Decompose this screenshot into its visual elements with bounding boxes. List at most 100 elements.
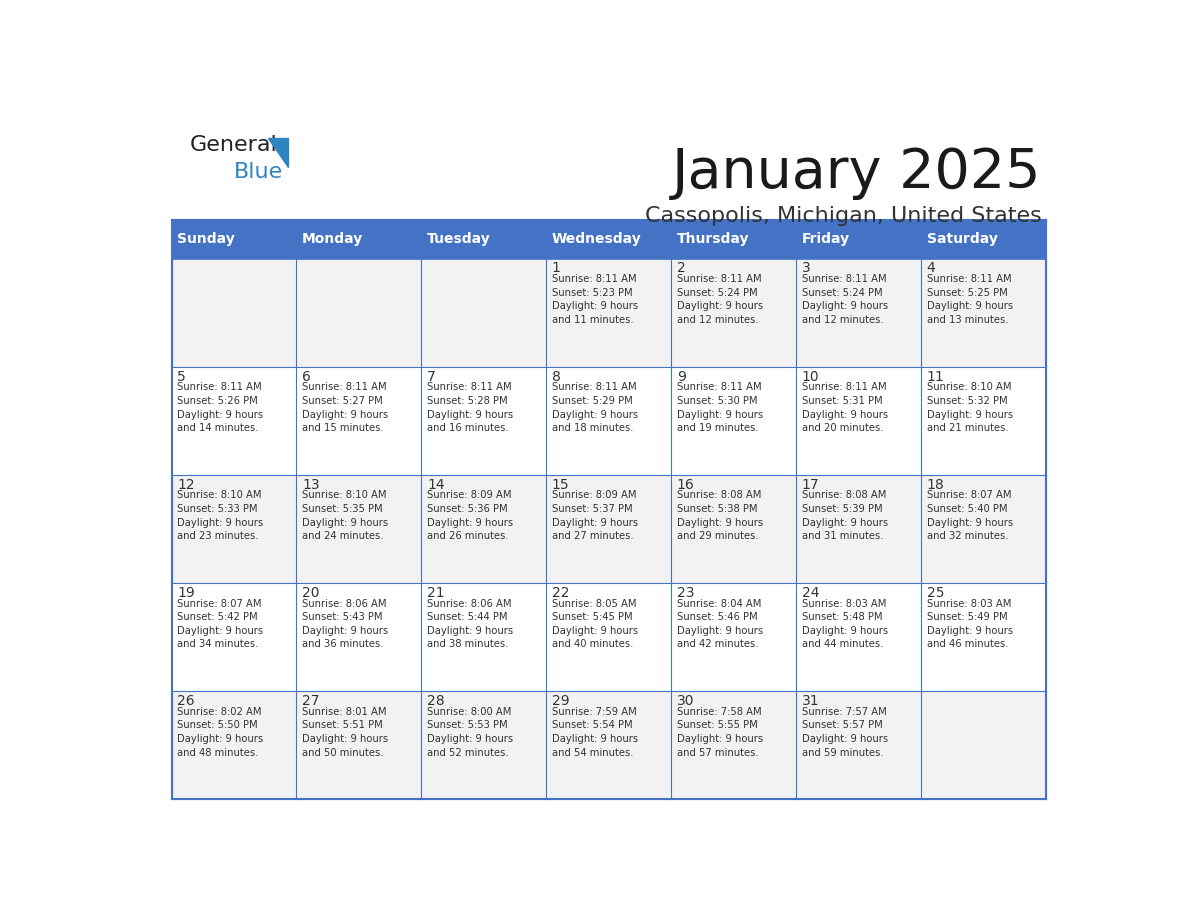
Text: Sunrise: 8:10 AM
Sunset: 5:33 PM
Daylight: 9 hours
and 23 minutes.: Sunrise: 8:10 AM Sunset: 5:33 PM Dayligh…: [177, 490, 264, 542]
Text: 1: 1: [552, 262, 561, 275]
Text: Sunrise: 8:05 AM
Sunset: 5:45 PM
Daylight: 9 hours
and 40 minutes.: Sunrise: 8:05 AM Sunset: 5:45 PM Dayligh…: [552, 599, 638, 649]
Text: Saturday: Saturday: [927, 232, 998, 246]
Text: 21: 21: [426, 586, 444, 599]
Text: Sunrise: 7:59 AM
Sunset: 5:54 PM
Daylight: 9 hours
and 54 minutes.: Sunrise: 7:59 AM Sunset: 5:54 PM Dayligh…: [552, 707, 638, 757]
Bar: [921, 475, 1047, 583]
Text: Tuesday: Tuesday: [426, 232, 491, 246]
Bar: [796, 583, 921, 691]
Text: 22: 22: [552, 586, 569, 599]
Text: 16: 16: [677, 477, 695, 492]
Text: 25: 25: [927, 586, 944, 599]
Bar: [671, 219, 796, 259]
Bar: [921, 691, 1047, 800]
Text: Sunrise: 8:06 AM
Sunset: 5:44 PM
Daylight: 9 hours
and 38 minutes.: Sunrise: 8:06 AM Sunset: 5:44 PM Dayligh…: [426, 599, 513, 649]
Bar: [921, 259, 1047, 367]
Text: Sunrise: 8:11 AM
Sunset: 5:29 PM
Daylight: 9 hours
and 18 minutes.: Sunrise: 8:11 AM Sunset: 5:29 PM Dayligh…: [552, 382, 638, 433]
Text: Sunrise: 8:11 AM
Sunset: 5:26 PM
Daylight: 9 hours
and 14 minutes.: Sunrise: 8:11 AM Sunset: 5:26 PM Dayligh…: [177, 382, 264, 433]
Text: Sunrise: 8:09 AM
Sunset: 5:36 PM
Daylight: 9 hours
and 26 minutes.: Sunrise: 8:09 AM Sunset: 5:36 PM Dayligh…: [426, 490, 513, 542]
Bar: [796, 259, 921, 367]
Bar: [546, 475, 671, 583]
Text: Friday: Friday: [802, 232, 849, 246]
Bar: [546, 691, 671, 800]
Text: 10: 10: [802, 370, 820, 384]
Text: 15: 15: [552, 477, 569, 492]
Text: Sunrise: 7:57 AM
Sunset: 5:57 PM
Daylight: 9 hours
and 59 minutes.: Sunrise: 7:57 AM Sunset: 5:57 PM Dayligh…: [802, 707, 887, 757]
Bar: [422, 475, 546, 583]
Text: Sunrise: 8:08 AM
Sunset: 5:38 PM
Daylight: 9 hours
and 29 minutes.: Sunrise: 8:08 AM Sunset: 5:38 PM Dayligh…: [677, 490, 763, 542]
Text: 13: 13: [302, 477, 320, 492]
Text: Sunrise: 8:07 AM
Sunset: 5:42 PM
Daylight: 9 hours
and 34 minutes.: Sunrise: 8:07 AM Sunset: 5:42 PM Dayligh…: [177, 599, 264, 649]
Bar: [422, 367, 546, 475]
Text: Sunrise: 8:11 AM
Sunset: 5:31 PM
Daylight: 9 hours
and 20 minutes.: Sunrise: 8:11 AM Sunset: 5:31 PM Dayligh…: [802, 382, 887, 433]
Text: Sunrise: 8:11 AM
Sunset: 5:23 PM
Daylight: 9 hours
and 11 minutes.: Sunrise: 8:11 AM Sunset: 5:23 PM Dayligh…: [552, 274, 638, 325]
Text: 17: 17: [802, 477, 820, 492]
Text: 18: 18: [927, 477, 944, 492]
Text: Sunrise: 8:11 AM
Sunset: 5:27 PM
Daylight: 9 hours
and 15 minutes.: Sunrise: 8:11 AM Sunset: 5:27 PM Dayligh…: [302, 382, 388, 433]
Bar: [546, 219, 671, 259]
Text: Sunrise: 8:01 AM
Sunset: 5:51 PM
Daylight: 9 hours
and 50 minutes.: Sunrise: 8:01 AM Sunset: 5:51 PM Dayligh…: [302, 707, 388, 757]
Text: Sunrise: 8:11 AM
Sunset: 5:24 PM
Daylight: 9 hours
and 12 minutes.: Sunrise: 8:11 AM Sunset: 5:24 PM Dayligh…: [802, 274, 887, 325]
Text: 12: 12: [177, 477, 195, 492]
Text: Sunrise: 8:06 AM
Sunset: 5:43 PM
Daylight: 9 hours
and 36 minutes.: Sunrise: 8:06 AM Sunset: 5:43 PM Dayligh…: [302, 599, 388, 649]
Bar: [171, 583, 297, 691]
Bar: [422, 691, 546, 800]
Text: Sunrise: 8:08 AM
Sunset: 5:39 PM
Daylight: 9 hours
and 31 minutes.: Sunrise: 8:08 AM Sunset: 5:39 PM Dayligh…: [802, 490, 887, 542]
Bar: [796, 475, 921, 583]
Text: Sunrise: 8:00 AM
Sunset: 5:53 PM
Daylight: 9 hours
and 52 minutes.: Sunrise: 8:00 AM Sunset: 5:53 PM Dayligh…: [426, 707, 513, 757]
Text: 5: 5: [177, 370, 185, 384]
Text: 2: 2: [677, 262, 685, 275]
Bar: [422, 259, 546, 367]
Bar: [546, 367, 671, 475]
Bar: [671, 583, 796, 691]
Text: 23: 23: [677, 586, 694, 599]
Bar: [671, 691, 796, 800]
Bar: [297, 691, 422, 800]
Text: Sunrise: 8:11 AM
Sunset: 5:24 PM
Daylight: 9 hours
and 12 minutes.: Sunrise: 8:11 AM Sunset: 5:24 PM Dayligh…: [677, 274, 763, 325]
Bar: [171, 691, 297, 800]
Text: General: General: [190, 135, 278, 155]
Bar: [171, 259, 297, 367]
Bar: [297, 219, 422, 259]
Text: Thursday: Thursday: [677, 232, 750, 246]
Text: 8: 8: [552, 370, 561, 384]
Bar: [671, 367, 796, 475]
Text: 4: 4: [927, 262, 935, 275]
Bar: [422, 583, 546, 691]
Text: 27: 27: [302, 694, 320, 708]
Text: Sunday: Sunday: [177, 232, 235, 246]
Bar: [921, 367, 1047, 475]
Text: Cassopolis, Michigan, United States: Cassopolis, Michigan, United States: [645, 206, 1042, 226]
Bar: [297, 583, 422, 691]
Bar: [796, 691, 921, 800]
Bar: [671, 259, 796, 367]
Text: 11: 11: [927, 370, 944, 384]
Text: 19: 19: [177, 586, 195, 599]
Bar: [546, 259, 671, 367]
Text: Sunrise: 8:11 AM
Sunset: 5:25 PM
Daylight: 9 hours
and 13 minutes.: Sunrise: 8:11 AM Sunset: 5:25 PM Dayligh…: [927, 274, 1013, 325]
Text: 9: 9: [677, 370, 685, 384]
Text: Sunrise: 8:03 AM
Sunset: 5:48 PM
Daylight: 9 hours
and 44 minutes.: Sunrise: 8:03 AM Sunset: 5:48 PM Dayligh…: [802, 599, 887, 649]
Bar: [297, 367, 422, 475]
Text: Sunrise: 8:09 AM
Sunset: 5:37 PM
Daylight: 9 hours
and 27 minutes.: Sunrise: 8:09 AM Sunset: 5:37 PM Dayligh…: [552, 490, 638, 542]
Text: 3: 3: [802, 262, 810, 275]
Bar: [171, 367, 297, 475]
Bar: [297, 259, 422, 367]
Bar: [796, 367, 921, 475]
Text: Sunrise: 8:07 AM
Sunset: 5:40 PM
Daylight: 9 hours
and 32 minutes.: Sunrise: 8:07 AM Sunset: 5:40 PM Dayligh…: [927, 490, 1013, 542]
Text: 28: 28: [426, 694, 444, 708]
Bar: [921, 583, 1047, 691]
Text: Sunrise: 8:04 AM
Sunset: 5:46 PM
Daylight: 9 hours
and 42 minutes.: Sunrise: 8:04 AM Sunset: 5:46 PM Dayligh…: [677, 599, 763, 649]
Text: Sunrise: 7:58 AM
Sunset: 5:55 PM
Daylight: 9 hours
and 57 minutes.: Sunrise: 7:58 AM Sunset: 5:55 PM Dayligh…: [677, 707, 763, 757]
Text: January 2025: January 2025: [672, 145, 1042, 199]
Bar: [796, 219, 921, 259]
Text: 29: 29: [552, 694, 569, 708]
Bar: [171, 475, 297, 583]
Bar: [921, 219, 1047, 259]
Text: Sunrise: 8:03 AM
Sunset: 5:49 PM
Daylight: 9 hours
and 46 minutes.: Sunrise: 8:03 AM Sunset: 5:49 PM Dayligh…: [927, 599, 1013, 649]
Text: 6: 6: [302, 370, 311, 384]
Text: 31: 31: [802, 694, 820, 708]
Polygon shape: [268, 139, 289, 167]
Text: Sunrise: 8:10 AM
Sunset: 5:35 PM
Daylight: 9 hours
and 24 minutes.: Sunrise: 8:10 AM Sunset: 5:35 PM Dayligh…: [302, 490, 388, 542]
Text: 20: 20: [302, 586, 320, 599]
Text: Blue: Blue: [234, 162, 284, 182]
